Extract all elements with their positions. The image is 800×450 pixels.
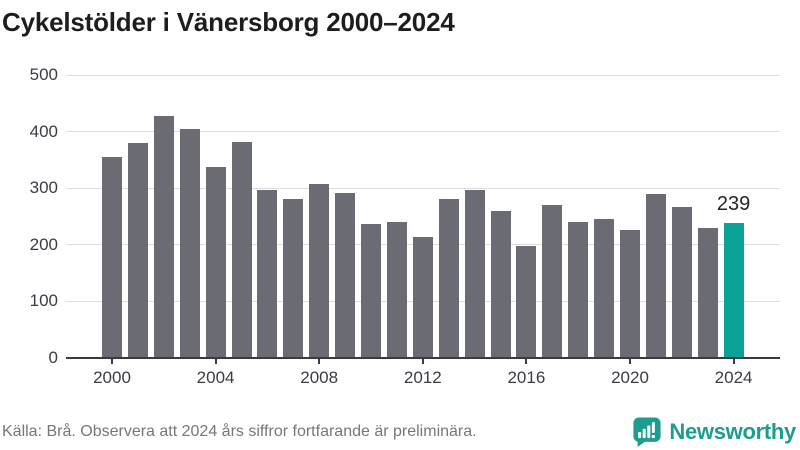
x-axis-tick-2020 [629, 358, 631, 364]
y-axis-label-100: 100 [29, 291, 58, 311]
bar-2017 [542, 205, 563, 358]
bar-2001 [127, 142, 148, 358]
bar-2016 [516, 245, 537, 358]
bar-2010 [361, 224, 381, 358]
bar-2013 [438, 198, 459, 358]
gridline-400 [66, 131, 780, 133]
bar-2018 [568, 221, 589, 358]
newsworthy-logo: Newsworthy [632, 416, 796, 448]
x-axis-label-2008: 2008 [300, 368, 339, 387]
x-axis-tick-2004 [214, 358, 217, 364]
x-axis-tick-2000 [111, 358, 113, 364]
bar-2015 [490, 210, 511, 358]
x-axis-tick-2024 [732, 358, 735, 364]
bar-2002 [153, 115, 174, 358]
bar-2003 [179, 128, 200, 358]
bar-2006 [257, 189, 278, 358]
newsworthy-wordmark: Newsworthy [669, 419, 796, 444]
bar-2023 [697, 227, 718, 358]
y-axis-label-0: 0 [48, 348, 58, 367]
x-axis-tick-2016 [525, 358, 528, 364]
y-axis-label-300: 300 [29, 178, 58, 198]
x-axis-label-2024: 2024 [714, 368, 753, 387]
x-axis-tick-2012 [421, 358, 424, 364]
x-axis-label-2012: 2012 [403, 368, 442, 387]
x-axis-label-2020: 2020 [611, 368, 649, 387]
bar-2020 [620, 229, 640, 358]
y-axis-label-400: 400 [29, 121, 58, 141]
bar-2022 [671, 207, 692, 358]
bar-2009 [335, 192, 356, 358]
bar-value-label: 239 [716, 192, 751, 215]
bar-2012 [412, 236, 433, 358]
bar-2005 [231, 142, 252, 358]
chart-footer: Källa: Brå. Observera att 2024 års siffr… [0, 414, 796, 450]
x-axis-label-2016: 2016 [507, 368, 546, 387]
bar-2007 [283, 198, 304, 358]
x-axis-line [66, 356, 780, 359]
source-note: Källa: Brå. Observera att 2024 års siffr… [2, 423, 477, 440]
x-axis-label-2000: 2000 [93, 368, 131, 387]
bar-2021 [645, 193, 666, 358]
bar-2011 [386, 222, 407, 358]
x-axis-label-2004: 2004 [196, 368, 235, 387]
chart-title: Cykelstölder i Vänersborg 2000–2024 [2, 7, 455, 37]
bar-2008 [309, 183, 330, 358]
y-axis-label-200: 200 [29, 234, 58, 254]
bar-2014 [464, 190, 485, 358]
x-axis-tick-2008 [318, 358, 321, 364]
y-axis-label-500: 500 [29, 65, 58, 84]
bar-2004 [205, 167, 226, 358]
gridline-300 [66, 187, 780, 189]
bar-2024 [723, 222, 744, 358]
newsworthy-bubble-chart-icon [633, 417, 661, 447]
bar-2000 [102, 156, 122, 358]
bar-2019 [594, 219, 615, 358]
gridline-500 [66, 74, 780, 76]
